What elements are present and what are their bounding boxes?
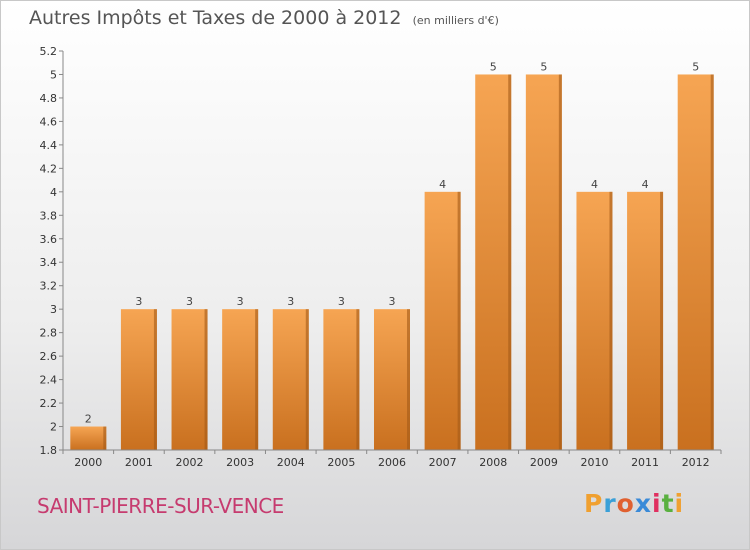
y-tick-label: 4.6 (40, 115, 58, 128)
y-tick-label: 4 (50, 186, 57, 199)
data-label: 5 (692, 60, 699, 73)
data-label: 3 (287, 295, 294, 308)
data-label: 5 (490, 60, 497, 73)
data-label: 2 (85, 413, 92, 426)
y-tick-label: 4.8 (40, 92, 58, 105)
x-tick-label: 2012 (682, 456, 710, 469)
bar-shade (710, 74, 714, 451)
x-tick-label: 2005 (327, 456, 355, 469)
bar (677, 74, 714, 451)
x-tick-label: 2008 (479, 456, 507, 469)
x-tick-label: 2011 (631, 456, 659, 469)
data-label: 3 (135, 295, 142, 308)
y-tick-label: 2.6 (40, 350, 58, 363)
logo-letter: P (584, 489, 604, 518)
bar-shade (356, 309, 360, 450)
bar (323, 309, 360, 450)
chart-subtitle: (en milliers d'€) (412, 14, 499, 27)
x-tick-label: 2007 (429, 456, 457, 469)
y-tick-label: 2.2 (40, 397, 58, 410)
x-axis: 2000 2001 2002 2003 2004 2005 2006 2007 2008 2009… (62, 449, 722, 469)
x-tick-label: 2006 (378, 456, 406, 469)
logo-letter: i (674, 489, 685, 518)
bar (525, 74, 562, 451)
data-label: 4 (591, 178, 598, 191)
bar (374, 309, 410, 450)
y-tick-label: 5 (50, 68, 57, 81)
commune-name: SAINT-PIERRE-SUR-VENCE (37, 494, 284, 518)
bar-shade (255, 309, 259, 450)
bar-shade (508, 74, 512, 451)
x-tick-label: 2004 (277, 456, 305, 469)
bar-shade (204, 309, 208, 450)
bar (171, 309, 208, 450)
bar-shade (407, 309, 410, 450)
y-tick-label: 3.2 (40, 280, 58, 293)
y-tick-label: 1.8 (40, 444, 58, 457)
y-tick-label: 5.2 (40, 45, 58, 58)
chart-title-block: Autres Impôts et Taxes de 2000 à 2012 (e… (29, 7, 499, 29)
data-label: 3 (338, 295, 345, 308)
bar-shade (660, 191, 664, 450)
bar-shade (153, 309, 157, 450)
data-label: 3 (186, 295, 193, 308)
bar (70, 426, 107, 450)
x-tick-label: 2003 (226, 456, 254, 469)
y-tick-label: 3 (50, 303, 57, 316)
bar (120, 309, 157, 450)
x-tick-label: 2010 (580, 456, 608, 469)
y-tick-label: 3.6 (40, 233, 58, 246)
y-tick-label: 4.4 (40, 139, 58, 152)
chart-title: Autres Impôts et Taxes de 2000 à 2012 (29, 7, 402, 29)
bars: 2 3 3 3 3 3 3 4 5 5 4 4 5 (70, 60, 714, 451)
bar (424, 191, 461, 450)
bar-shade (558, 74, 562, 451)
x-tick-label: 2000 (74, 456, 102, 469)
logo-letter: t (661, 489, 675, 518)
bar-shade (457, 191, 461, 450)
bar (627, 191, 664, 450)
y-tick-label: 3.4 (40, 256, 58, 269)
data-label: 4 (642, 178, 649, 191)
y-tick-label: 4.2 (40, 162, 58, 175)
bar (272, 309, 309, 450)
y-tick-label: 3.8 (40, 209, 58, 222)
data-label: 5 (540, 60, 547, 73)
y-tick-label: 2.4 (40, 374, 58, 387)
bar-shade (305, 309, 309, 450)
bar (475, 74, 512, 451)
y-tick-label: 2 (50, 421, 57, 434)
logo-letter: i (652, 489, 662, 518)
bar (576, 191, 613, 450)
x-tick-label: 2002 (176, 456, 204, 469)
x-tick-label: 2009 (530, 456, 558, 469)
data-label: 3 (389, 295, 396, 308)
data-label: 3 (237, 295, 244, 308)
proxiti-logo[interactable]: Proxiti (584, 489, 684, 518)
y-axis: 1.8 2 2.2 2.4 2.6 2.8 3 3.2 3.4 3.6 3.8 4 4.2 4.4 4.6 4… (40, 45, 64, 457)
logo-letter: o (616, 489, 635, 518)
x-tick-label: 2001 (125, 456, 153, 469)
y-tick-label: 2.8 (40, 327, 58, 340)
logo-letter: x (634, 489, 652, 518)
bar (222, 309, 259, 450)
data-label: 4 (439, 178, 446, 191)
logo-letter: r (603, 489, 617, 518)
bar-shade (103, 426, 107, 450)
bar-shade (609, 191, 613, 450)
